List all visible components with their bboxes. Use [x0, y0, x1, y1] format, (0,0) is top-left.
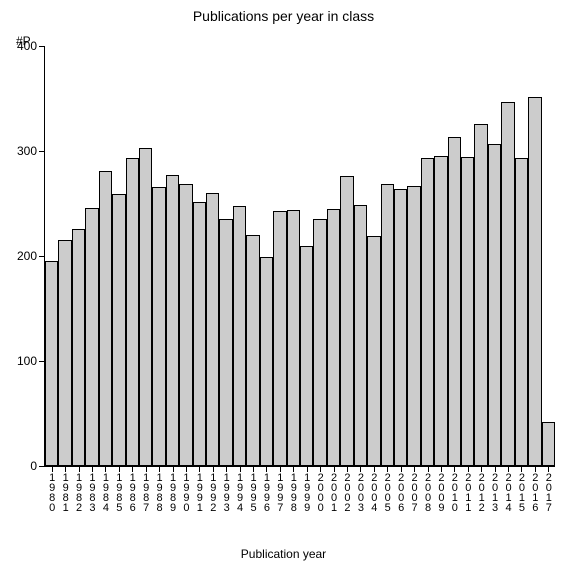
y-tick: [39, 46, 45, 47]
bar: [340, 176, 353, 466]
plot-area: 0100200300400198019811982198319841985198…: [44, 46, 555, 467]
x-tick-label: 2013: [489, 472, 500, 512]
x-tick-label: 1986: [127, 472, 138, 512]
x-tick-label: 2011: [462, 472, 473, 512]
bar: [488, 144, 501, 466]
bar: [542, 422, 555, 466]
bar: [152, 187, 165, 466]
bar: [45, 261, 58, 466]
x-tick-label: 2005: [382, 472, 393, 512]
bar: [367, 236, 380, 466]
bar: [166, 175, 179, 466]
y-tick: [39, 256, 45, 257]
x-tick-label: 2007: [409, 472, 420, 512]
x-tick-label: 2001: [328, 472, 339, 512]
y-tick-label: 400: [17, 39, 37, 53]
bar: [461, 157, 474, 466]
bar: [515, 158, 528, 466]
bar: [448, 137, 461, 466]
bar: [233, 206, 246, 466]
x-tick-label: 1993: [221, 472, 232, 512]
x-tick-label: 1989: [167, 472, 178, 512]
bar: [126, 158, 139, 466]
bar: [58, 240, 71, 466]
bar: [434, 156, 447, 466]
bar: [327, 209, 340, 466]
x-tick-label: 1997: [274, 472, 285, 512]
x-tick-label: 1982: [73, 472, 84, 512]
y-tick-label: 100: [17, 354, 37, 368]
bar: [394, 189, 407, 466]
x-tick-label: 1981: [60, 472, 71, 512]
bar: [72, 229, 85, 466]
x-tick-label: 1983: [86, 472, 97, 512]
bar: [501, 102, 514, 466]
bar: [112, 194, 125, 466]
x-tick-label: 1991: [194, 472, 205, 512]
x-tick-label: 2009: [435, 472, 446, 512]
bar: [528, 97, 541, 466]
x-tick-label: 1987: [140, 472, 151, 512]
chart-title: Publications per year in class: [0, 8, 567, 24]
x-tick-label: 1998: [288, 472, 299, 512]
y-tick-label: 200: [17, 249, 37, 263]
x-axis-label: Publication year: [0, 547, 567, 561]
y-tick: [39, 466, 45, 467]
x-tick-label: 1992: [207, 472, 218, 512]
chart-container: Publications per year in class #P 010020…: [0, 0, 567, 567]
bar: [179, 184, 192, 466]
y-tick-label: 0: [30, 459, 37, 473]
x-tick-label: 2000: [315, 472, 326, 512]
bar: [99, 171, 112, 466]
x-tick-label: 2016: [529, 472, 540, 512]
bar: [474, 124, 487, 466]
x-tick-label: 1980: [46, 472, 57, 512]
bar: [85, 208, 98, 466]
y-tick: [39, 151, 45, 152]
bar: [421, 158, 434, 466]
x-tick-label: 1999: [301, 472, 312, 512]
x-tick-label: 1985: [113, 472, 124, 512]
bar: [287, 210, 300, 466]
bar: [219, 219, 232, 466]
x-tick-label: 1996: [261, 472, 272, 512]
x-tick-label: 2010: [449, 472, 460, 512]
bar: [407, 186, 420, 466]
x-tick-label: 1990: [180, 472, 191, 512]
x-tick-label: 2017: [543, 472, 554, 512]
x-tick-label: 1984: [100, 472, 111, 512]
x-tick-label: 2004: [368, 472, 379, 512]
bar: [193, 202, 206, 466]
y-tick-label: 300: [17, 144, 37, 158]
x-tick-label: 2012: [476, 472, 487, 512]
bar: [381, 184, 394, 466]
bar: [300, 246, 313, 467]
bar: [273, 211, 286, 466]
x-tick-label: 2015: [516, 472, 527, 512]
bar: [139, 148, 152, 466]
x-tick-label: 1988: [154, 472, 165, 512]
bar: [313, 219, 326, 466]
x-tick-label: 2006: [395, 472, 406, 512]
bar: [354, 205, 367, 466]
bar: [260, 257, 273, 466]
bar: [246, 235, 259, 466]
x-tick-label: 1995: [248, 472, 259, 512]
x-tick-label: 2002: [341, 472, 352, 512]
x-tick-label: 2014: [503, 472, 514, 512]
x-tick-label: 1994: [234, 472, 245, 512]
x-tick-label: 2003: [355, 472, 366, 512]
bar: [206, 193, 219, 466]
x-tick-label: 2008: [422, 472, 433, 512]
